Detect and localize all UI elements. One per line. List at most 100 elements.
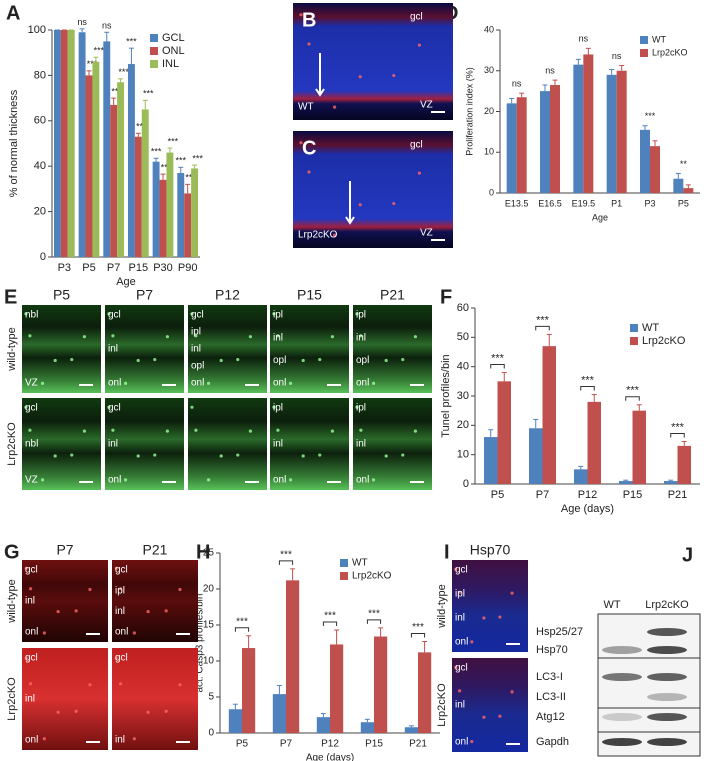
significance: *** [581,374,595,386]
dot [111,334,115,338]
significance: ns [545,65,555,75]
dot [88,683,92,687]
bar [529,428,543,484]
bar [418,652,432,733]
x-tick-label: P15 [623,489,643,501]
bar [103,41,111,257]
panel-letter: I [444,541,450,563]
micrograph [353,398,432,490]
bar [664,481,678,484]
micrograph [452,560,528,652]
dot [371,478,376,482]
dot [272,312,276,316]
dot [288,381,293,385]
column-label: WT [603,599,620,611]
bracket [625,396,640,401]
x-tick-label: P7 [536,489,549,501]
dot [70,357,74,362]
x-tick-label: P15 [365,739,383,750]
panel-letter: F [440,286,452,308]
x-tick-label: P12 [578,489,598,501]
blot-band [602,738,642,746]
dot [510,591,514,595]
bracket [278,560,294,565]
image-label: inl [25,596,35,607]
legend-label: GCL [162,32,185,44]
dot [318,453,322,457]
image-label: inl [273,439,283,450]
bar [191,168,199,257]
y-tick-label: 30 [457,390,469,402]
bar [316,717,330,733]
y-tick-label: 0 [208,728,214,739]
dot [301,454,305,458]
dot [470,740,474,744]
image-label: inl [108,344,118,355]
x-tick-label: P5 [678,198,689,208]
significance: *** [536,314,550,326]
image-label: ipl [356,310,366,321]
image-label: VZ [25,378,38,389]
dot [114,566,118,570]
image-label: gcl [455,663,468,674]
dot [219,358,223,363]
dot [333,105,337,109]
dot [74,609,78,613]
column-label: P15 [297,287,322,303]
panel-letter: G [4,541,20,563]
y-axis-label: Tunel profiles/bin [440,354,452,437]
arrow [315,53,325,97]
dot [355,405,359,409]
row-label: Gapdh [536,736,569,748]
micrograph [452,658,528,752]
row-label: LC3-II [536,691,566,703]
bar [606,74,617,193]
dot [272,405,276,409]
image-label: gcl [115,653,128,664]
panel-letter: E [4,286,17,308]
y-tick-label: 40 [484,24,494,34]
significance: ** [680,159,688,169]
dot [454,665,458,670]
image-label: inl [191,344,201,355]
dot [358,75,362,79]
dot [371,381,376,385]
dot [24,566,28,570]
dot [384,454,388,458]
bar [272,694,286,733]
micrograph [22,560,108,642]
dot [24,405,28,409]
significance: *** [324,611,336,622]
bar [404,727,418,733]
dot [510,690,514,694]
legend-label: Lrp2cKO [652,47,688,57]
dot [165,335,170,339]
x-tick-label: P21 [409,739,427,750]
dot [219,454,223,458]
y-tick-label: 5 [208,692,214,703]
dot [29,587,33,591]
image-label: ipl [273,310,283,321]
legend-swatch [340,572,348,580]
dot [413,335,418,339]
panel-letter: J [682,544,693,566]
dot [153,357,157,362]
row-label: Lrp2cKO [6,422,18,466]
bar [516,97,527,193]
significance: *** [118,67,129,77]
column-label: P7 [136,287,153,303]
significance: *** [192,153,203,163]
dot [178,587,182,592]
dot [482,715,486,719]
significance: *** [236,616,248,627]
dot [146,610,150,614]
x-tick-label: P3 [644,198,655,208]
significance: *** [671,421,685,433]
image-label: onl [356,378,369,389]
dot [164,709,168,713]
bracket [535,325,550,331]
x-tick-label: P30 [153,262,173,274]
bar [650,146,660,193]
bar [92,61,100,257]
dot [119,587,123,591]
